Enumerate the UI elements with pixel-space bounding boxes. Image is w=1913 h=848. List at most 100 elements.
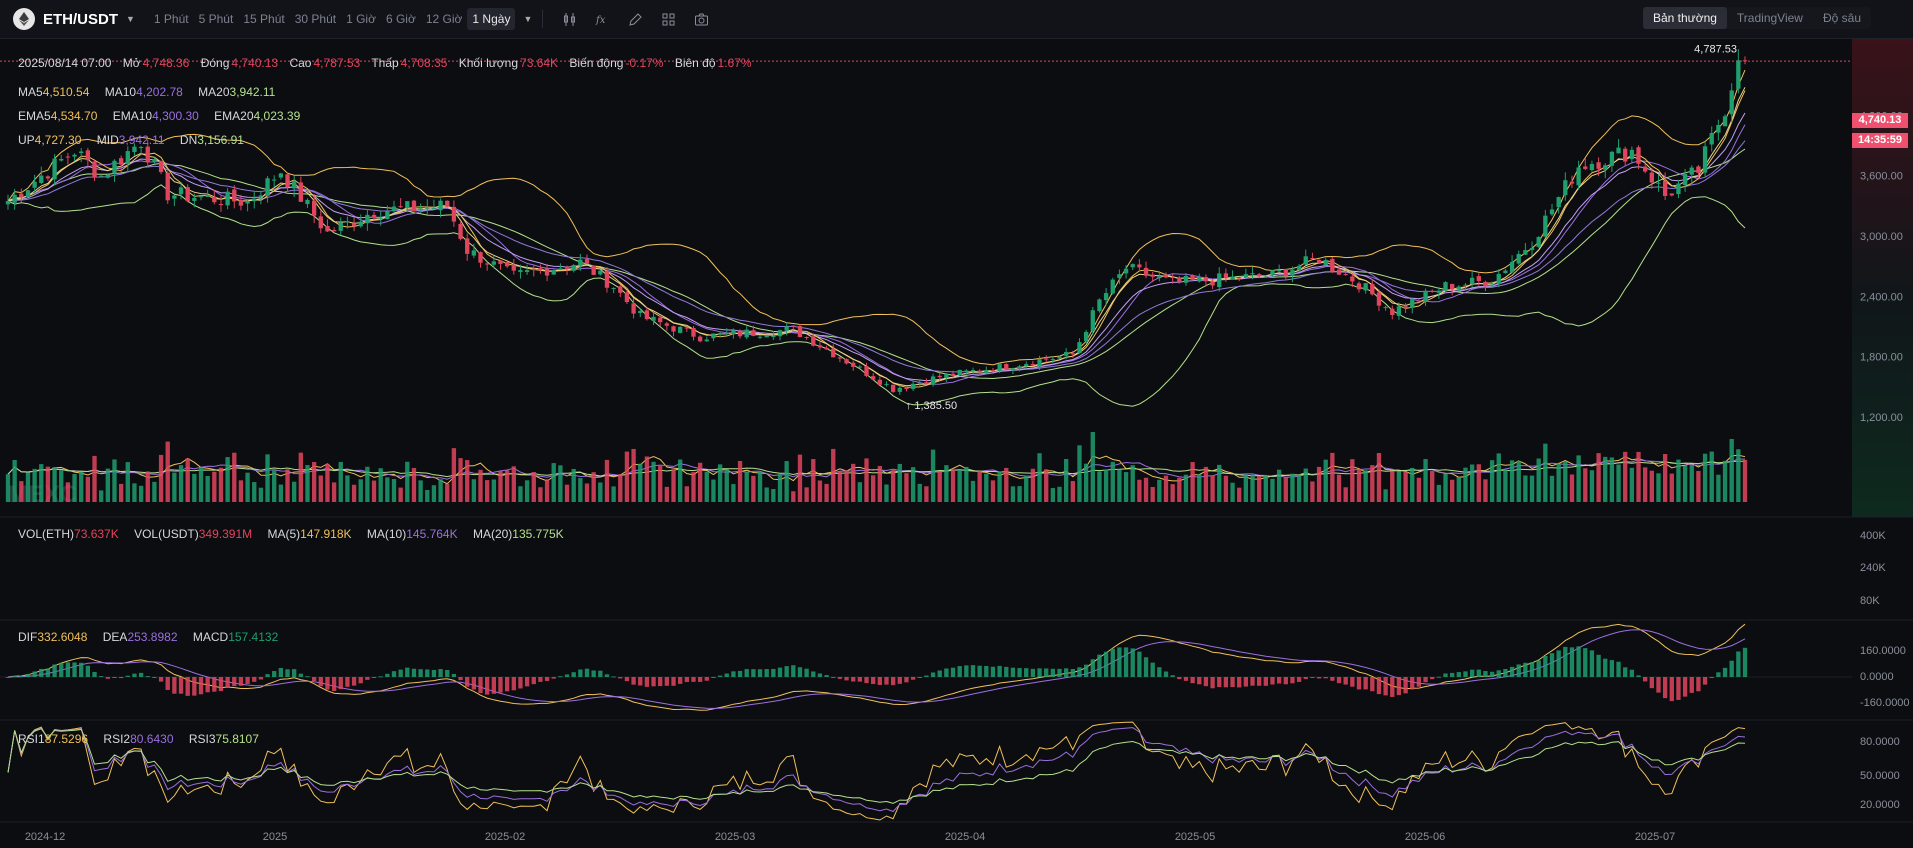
- macd-histogram-bar: [518, 677, 523, 689]
- volume-bar: [398, 487, 403, 502]
- volume-bar: [1709, 451, 1714, 502]
- candle-body: [1197, 276, 1202, 282]
- candle-body: [19, 193, 24, 198]
- volume-bar: [884, 484, 889, 502]
- interval-1m[interactable]: 1 Phút: [153, 12, 189, 26]
- interval-5m[interactable]: 5 Phút: [198, 12, 234, 26]
- macd-tick-label: 160.0000: [1860, 645, 1906, 657]
- candlestick-chart[interactable]: MEXC 4,200.003,600.003,000.002,400.001,8…: [0, 39, 1913, 848]
- view-tradingview[interactable]: TradingView: [1736, 11, 1803, 25]
- vol-usdt-value: 349.391M: [198, 527, 253, 541]
- volume-bar: [72, 474, 77, 502]
- volume-bar: [1217, 464, 1222, 502]
- macd-histogram-bar: [145, 676, 150, 678]
- candle-body: [265, 178, 270, 196]
- candle-body: [391, 206, 397, 212]
- candle-body: [1469, 277, 1475, 285]
- interval-12h[interactable]: 12 Giờ: [425, 12, 463, 26]
- macd-histogram-bar: [1669, 677, 1674, 702]
- macd-histogram-bar: [25, 674, 31, 677]
- volume-ma20-line: [7, 460, 1746, 478]
- candle-body: [791, 325, 796, 327]
- layout-grid-icon[interactable]: [652, 12, 685, 27]
- volume-bar: [225, 457, 230, 502]
- volume-bar: [604, 459, 610, 502]
- candle-body: [1123, 268, 1129, 274]
- volume-bar: [910, 467, 916, 502]
- volume-bar: [1257, 476, 1262, 502]
- candle-body: [977, 370, 982, 373]
- draw-pencil-icon[interactable]: [619, 12, 652, 27]
- macd-histogram-bar: [1197, 677, 1202, 685]
- macd-histogram-bar: [19, 675, 24, 677]
- volume-bar: [258, 487, 264, 502]
- macd-histogram-bar: [292, 669, 297, 677]
- macd-histogram-bar: [1696, 677, 1701, 692]
- interval-15m[interactable]: 15 Phút: [243, 12, 285, 26]
- candle-body: [904, 387, 909, 389]
- candle-body: [771, 335, 776, 338]
- candle-body: [1370, 283, 1375, 295]
- macd-histogram-bar: [85, 665, 91, 677]
- candle-body: [418, 208, 423, 211]
- volume-bar: [997, 471, 1002, 502]
- volume-bar: [691, 472, 696, 502]
- view-standard[interactable]: Bản thường: [1642, 7, 1727, 29]
- interval-30m[interactable]: 30 Phút: [294, 12, 337, 26]
- volume-bar: [1110, 461, 1115, 502]
- camera-screenshot-icon[interactable]: [685, 12, 718, 27]
- symbol-dropdown-icon[interactable]: ▼: [126, 14, 135, 24]
- macd-histogram-bar: [624, 677, 630, 682]
- interval-6h[interactable]: 6 Giờ: [385, 12, 416, 26]
- volume-bar: [1376, 453, 1382, 502]
- volume-bar: [864, 458, 869, 502]
- candle-body: [45, 176, 51, 179]
- volume-bar: [331, 482, 337, 502]
- macd-histogram-bar: [551, 677, 556, 679]
- candle-body: [917, 382, 922, 384]
- candle-body: [558, 268, 563, 270]
- interval-1d[interactable]: 1 Ngày: [467, 8, 516, 30]
- volume-value: 73.64K: [520, 56, 559, 70]
- volume-bar: [1356, 469, 1362, 502]
- candle-body: [1257, 274, 1262, 277]
- candle-type-icon[interactable]: [553, 12, 586, 27]
- view-depth[interactable]: Độ sâu: [1822, 11, 1861, 25]
- macd-histogram-bar: [824, 675, 829, 677]
- candle-body: [544, 268, 550, 276]
- candle-body: [844, 359, 849, 364]
- interval-dropdown-icon[interactable]: ▼: [523, 14, 533, 24]
- volume-bar: [378, 468, 383, 502]
- volume-bar: [1323, 459, 1328, 502]
- candle-body: [1057, 356, 1062, 359]
- macd-histogram-bar: [984, 665, 989, 677]
- candle-body: [751, 330, 756, 336]
- volume-bar: [471, 479, 477, 502]
- indicator-fx-icon[interactable]: fx: [586, 12, 619, 27]
- volume-bar: [1416, 477, 1422, 502]
- candle-body: [970, 370, 976, 372]
- volume-bar: [1330, 452, 1335, 502]
- candle-body: [1110, 279, 1115, 294]
- macd-histogram-bar: [1716, 672, 1721, 677]
- candle-body: [1536, 237, 1541, 247]
- macd-histogram-bar: [1077, 667, 1082, 677]
- interval-1h[interactable]: 1 Giờ: [346, 12, 376, 26]
- macd-histogram-bar: [678, 677, 683, 684]
- macd-histogram-bar: [1356, 677, 1362, 690]
- candle-body: [1662, 180, 1668, 196]
- ema20-line: [7, 140, 1746, 373]
- volume-bar: [1057, 486, 1062, 502]
- macd-histogram-bar: [212, 677, 217, 692]
- ma10-value: 4,202.78: [136, 85, 183, 99]
- macd-histogram-bar: [571, 672, 576, 677]
- macd-histogram-bar: [1390, 677, 1395, 697]
- volume-bar: [318, 475, 323, 502]
- candle-body: [178, 187, 184, 195]
- ema5-line: [7, 87, 1746, 387]
- macd-histogram-bar: [105, 677, 110, 679]
- candle-body: [5, 200, 11, 205]
- macd-histogram-bar: [1649, 677, 1654, 689]
- volume-bar: [1070, 481, 1075, 502]
- candle-body: [445, 200, 450, 207]
